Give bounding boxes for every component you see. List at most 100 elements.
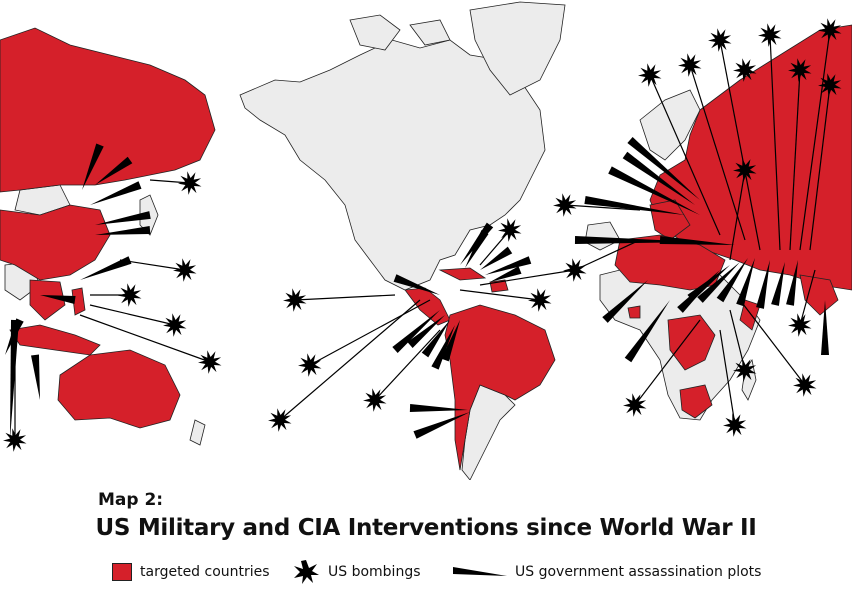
bombing-marker	[818, 73, 842, 97]
new-zealand	[189, 419, 206, 446]
bombing-connector-line	[799, 29, 831, 251]
world-map	[0, 1, 852, 481]
bombing-marker	[298, 353, 322, 377]
legend-bombings: US bombings	[292, 560, 421, 584]
assassination-plot-marker	[393, 274, 440, 295]
indochina	[29, 279, 66, 321]
bombing-marker	[528, 288, 552, 312]
legend-bombings-label: US bombings	[328, 564, 421, 580]
assassination-plot-marker	[40, 295, 76, 304]
assassination-plots-layer	[5, 29, 831, 440]
bombing-marker	[733, 58, 757, 82]
bombing-marker	[793, 373, 817, 397]
bombing-connector-line	[789, 69, 801, 251]
assassination-plot-marker	[756, 260, 770, 309]
arctic-islands	[349, 14, 451, 51]
assassination-plot-marker	[407, 315, 445, 349]
assassination-plot-marker	[490, 266, 522, 282]
bombing-marker	[553, 193, 577, 217]
bombing-marker	[498, 218, 522, 242]
bombing-connector-line	[294, 294, 396, 301]
bombing-connector-line	[279, 299, 421, 421]
south-america	[444, 304, 556, 471]
north-america	[239, 39, 546, 291]
assassination-plot-marker	[90, 181, 142, 205]
targeted-countries	[0, 24, 852, 471]
legend-targeted-label: targeted countries	[140, 564, 270, 580]
assassination-plot-marker	[786, 260, 798, 306]
assassination-plot-icon	[453, 567, 507, 576]
assassination-plot-marker	[431, 325, 455, 370]
bombing-marker	[733, 158, 757, 182]
bombing-connector-line	[799, 269, 816, 326]
bombing-marker	[178, 171, 202, 195]
scandinavia	[639, 89, 701, 161]
bombing-marker	[788, 313, 812, 337]
southern-africa	[679, 384, 713, 419]
bombing-marker	[163, 313, 187, 337]
philippines	[71, 287, 86, 316]
assassination-plot-marker	[602, 280, 648, 323]
assassination-plot-marker	[716, 258, 748, 303]
bombing-connector-line	[309, 299, 431, 366]
assassination-plot-marker	[31, 354, 40, 400]
bombing-marker	[723, 413, 747, 437]
map-subtitle: Map 2:	[98, 490, 164, 510]
bombings-layer	[3, 18, 842, 452]
map-legend: targeted countries US bombings US govern…	[0, 560, 852, 584]
bombing-marker	[118, 283, 142, 307]
assassination-plot-marker	[95, 211, 151, 225]
assassination-plot-marker	[480, 246, 513, 270]
bombing-connector-line	[649, 74, 721, 236]
bombing-connector-line	[689, 64, 746, 241]
bombing-connector-line	[374, 329, 441, 401]
australia	[57, 349, 181, 429]
legend-plots-label: US government assassination plots	[515, 564, 762, 580]
bomb-icon	[294, 560, 319, 584]
assassination-plot-marker	[627, 136, 700, 200]
assassination-plot-marker	[624, 300, 670, 363]
assassination-plot-marker	[697, 262, 740, 303]
assassination-plot-marker	[409, 404, 468, 412]
assassination-plot-marker	[485, 256, 532, 275]
assassination-plot-marker	[82, 143, 104, 190]
bombing-connector-line	[809, 84, 831, 251]
central-africa	[667, 314, 716, 371]
assassination-plot-marker	[659, 236, 735, 245]
indonesia	[9, 324, 101, 356]
bombing-connector-line	[79, 314, 211, 363]
bombing-marker	[623, 393, 647, 417]
assassination-plot-marker	[821, 300, 829, 355]
legend-targeted: targeted countries	[112, 560, 270, 584]
bombing-connector-line	[719, 39, 761, 251]
assassination-plot-marker	[392, 310, 440, 353]
bombing-marker	[678, 53, 702, 77]
bombing-marker	[173, 258, 197, 282]
china	[0, 204, 111, 281]
assassination-plot-marker	[95, 156, 133, 185]
assassination-plot-marker	[622, 151, 695, 205]
bombing-connector-line	[479, 269, 576, 286]
assassination-plot-marker	[413, 412, 470, 439]
greenland	[469, 1, 566, 96]
assassination-plot-marker	[80, 256, 132, 280]
bombing-marker	[788, 58, 812, 82]
assassination-plot-marker	[95, 226, 151, 235]
bombing-connector-line	[634, 319, 701, 406]
bombing-connector-line	[574, 239, 641, 271]
west-africa	[627, 305, 641, 319]
assassination-plot-marker	[584, 196, 685, 215]
bombing-connector-line	[739, 299, 806, 386]
assassination-plot-marker	[465, 230, 489, 268]
bombing-marker	[363, 388, 387, 412]
bombing-marker	[283, 288, 307, 312]
bombing-connector-line	[459, 289, 541, 301]
assassination-plot-marker	[608, 166, 700, 215]
bombing-marker	[3, 428, 27, 452]
bombing-marker	[563, 258, 587, 282]
south-asia	[799, 274, 839, 316]
bombing-connector-line	[89, 304, 176, 326]
world-map-svg	[0, 1, 852, 481]
bombing-marker	[198, 350, 222, 374]
iberia	[584, 221, 621, 251]
